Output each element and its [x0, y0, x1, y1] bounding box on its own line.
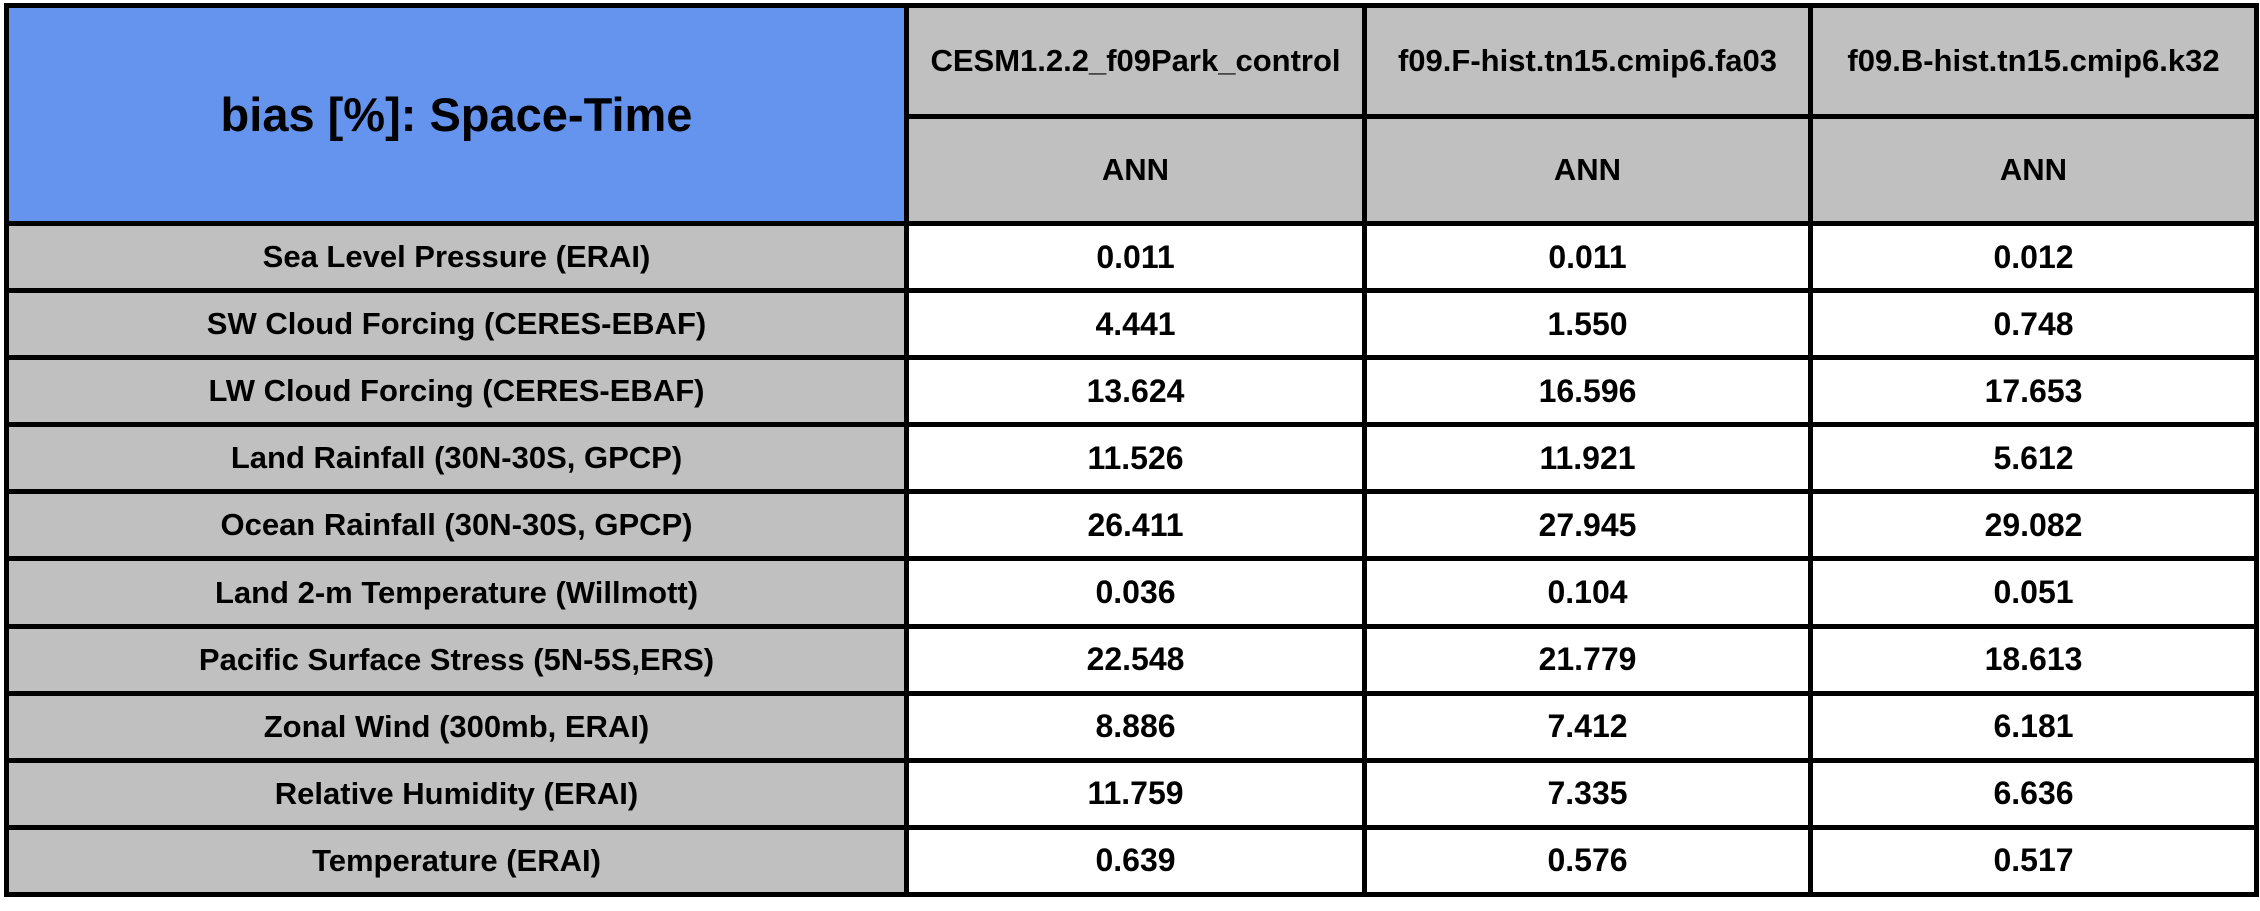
- value-cell: 11.759: [904, 757, 1367, 830]
- row-label: SW Cloud Forcing (CERES-EBAF): [4, 288, 909, 361]
- column-header-model-2: f09.F-hist.tn15.cmip6.fa03: [1362, 3, 1813, 119]
- value-cell: 0.748: [1808, 288, 2259, 361]
- value-cell: 17.653: [1808, 355, 2259, 428]
- value-cell: 0.011: [1362, 220, 1813, 294]
- row-label: Land Rainfall (30N-30S, GPCP): [4, 422, 909, 495]
- row-label: Pacific Surface Stress (5N-5S,ERS): [4, 623, 909, 696]
- value-cell: 0.639: [904, 824, 1367, 898]
- value-cell: 27.945: [1362, 489, 1813, 562]
- row-label: LW Cloud Forcing (CERES-EBAF): [4, 355, 909, 428]
- value-cell: 29.082: [1808, 489, 2259, 562]
- value-cell: 13.624: [904, 355, 1367, 428]
- value-cell: 0.576: [1362, 824, 1813, 898]
- column-header-season-3: ANN: [1808, 114, 2259, 226]
- value-cell: 6.181: [1808, 690, 2259, 763]
- model-header-row: bias [%]: Space-Time CESM1.2.2_f09Park_c…: [4, 3, 2259, 226]
- table-row: Ocean Rainfall (30N-30S, GPCP) 26.411 27…: [4, 489, 2259, 562]
- row-label: Sea Level Pressure (ERAI): [4, 220, 909, 294]
- value-cell: 0.012: [1808, 220, 2259, 294]
- page-title: bias [%]: Space-Time: [220, 88, 693, 141]
- value-cell: 7.412: [1362, 690, 1813, 763]
- table-row: LW Cloud Forcing (CERES-EBAF) 13.624 16.…: [4, 355, 2259, 428]
- value-cell: 4.441: [904, 288, 1367, 361]
- value-cell: 16.596: [1362, 355, 1813, 428]
- value-cell: 0.104: [1362, 556, 1813, 629]
- value-cell: 18.613: [1808, 623, 2259, 696]
- column-header-model-1: CESM1.2.2_f09Park_control: [904, 3, 1367, 119]
- value-cell: 11.921: [1362, 422, 1813, 495]
- value-cell: 0.036: [904, 556, 1367, 629]
- column-header-season-1: ANN: [904, 114, 1367, 226]
- table-row: SW Cloud Forcing (CERES-EBAF) 4.441 1.55…: [4, 288, 2259, 361]
- row-label: Ocean Rainfall (30N-30S, GPCP): [4, 489, 909, 562]
- value-cell: 0.051: [1808, 556, 2259, 629]
- value-cell: 26.411: [904, 489, 1367, 562]
- row-label: Relative Humidity (ERAI): [4, 757, 909, 830]
- table-title-cell: bias [%]: Space-Time: [4, 3, 909, 226]
- table-row: Temperature (ERAI) 0.639 0.576 0.517: [4, 824, 2259, 898]
- table-row: Zonal Wind (300mb, ERAI) 8.886 7.412 6.1…: [4, 690, 2259, 763]
- table-row: Sea Level Pressure (ERAI) 0.011 0.011 0.…: [4, 220, 2259, 294]
- value-cell: 11.526: [904, 422, 1367, 495]
- table-row: Relative Humidity (ERAI) 11.759 7.335 6.…: [4, 757, 2259, 830]
- table-row: Pacific Surface Stress (5N-5S,ERS) 22.54…: [4, 623, 2259, 696]
- row-label: Land 2-m Temperature (Willmott): [4, 556, 909, 629]
- table-row: Land 2-m Temperature (Willmott) 0.036 0.…: [4, 556, 2259, 629]
- value-cell: 0.517: [1808, 824, 2259, 898]
- column-header-season-2: ANN: [1362, 114, 1813, 226]
- season-header-row: ANN ANN ANN: [7, 114, 2259, 226]
- row-label: Temperature (ERAI): [4, 824, 909, 898]
- value-cell: 21.779: [1362, 623, 1813, 696]
- table-row: Land Rainfall (30N-30S, GPCP) 11.526 11.…: [4, 422, 2259, 495]
- row-label: Zonal Wind (300mb, ERAI): [4, 690, 909, 763]
- value-cell: 5.612: [1808, 422, 2259, 495]
- value-cell: 6.636: [1808, 757, 2259, 830]
- value-cell: 22.548: [904, 623, 1367, 696]
- value-cell: 1.550: [1362, 288, 1813, 361]
- column-header-model-3: f09.B-hist.tn15.cmip6.k32: [1808, 3, 2259, 119]
- value-cell: 0.011: [904, 220, 1367, 294]
- value-cell: 7.335: [1362, 757, 1813, 830]
- value-cell: 8.886: [904, 690, 1367, 763]
- bias-metrics-table: bias [%]: Space-Time CESM1.2.2_f09Park_c…: [4, 3, 2259, 898]
